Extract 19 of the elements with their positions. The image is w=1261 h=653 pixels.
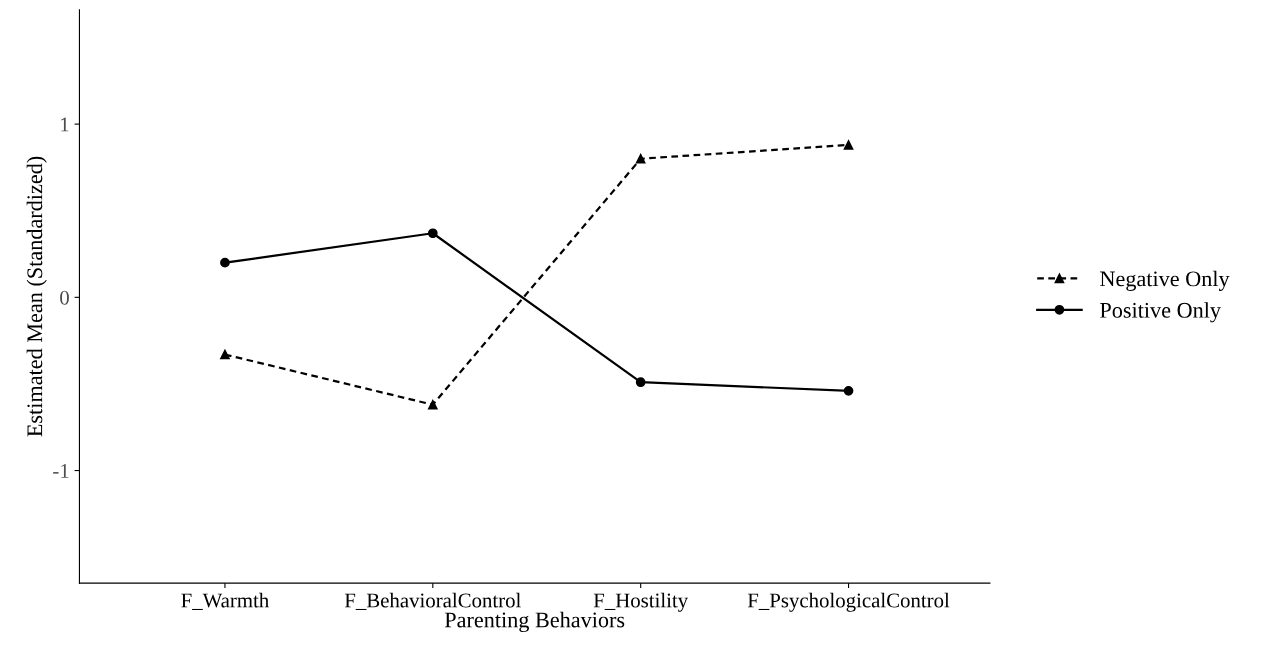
y-axis-title: Estimated Mean (Standardized) (26, 156, 47, 437)
x-tick-label: F_PsychologicalControl (747, 592, 950, 612)
point (427, 399, 438, 410)
point (635, 377, 646, 388)
legend-label: Negative Only (1100, 270, 1230, 291)
point (220, 349, 230, 360)
x-tick-label: F_Hostility (593, 592, 689, 612)
point (843, 386, 854, 396)
y-tick-label: 0 (60, 290, 69, 305)
point (427, 228, 438, 239)
x-axis-title: Parenting Behaviors (444, 611, 625, 633)
y-tick-label: 1 (61, 117, 69, 132)
y-tick-label: -1 (53, 464, 69, 478)
x-tick-label: F_BehavioralControl (344, 592, 521, 610)
x-tick-label: F_Warmth (181, 592, 269, 610)
point (843, 140, 854, 150)
point (220, 257, 230, 268)
legend-label: Positive Only (1100, 302, 1221, 323)
point (635, 153, 646, 164)
